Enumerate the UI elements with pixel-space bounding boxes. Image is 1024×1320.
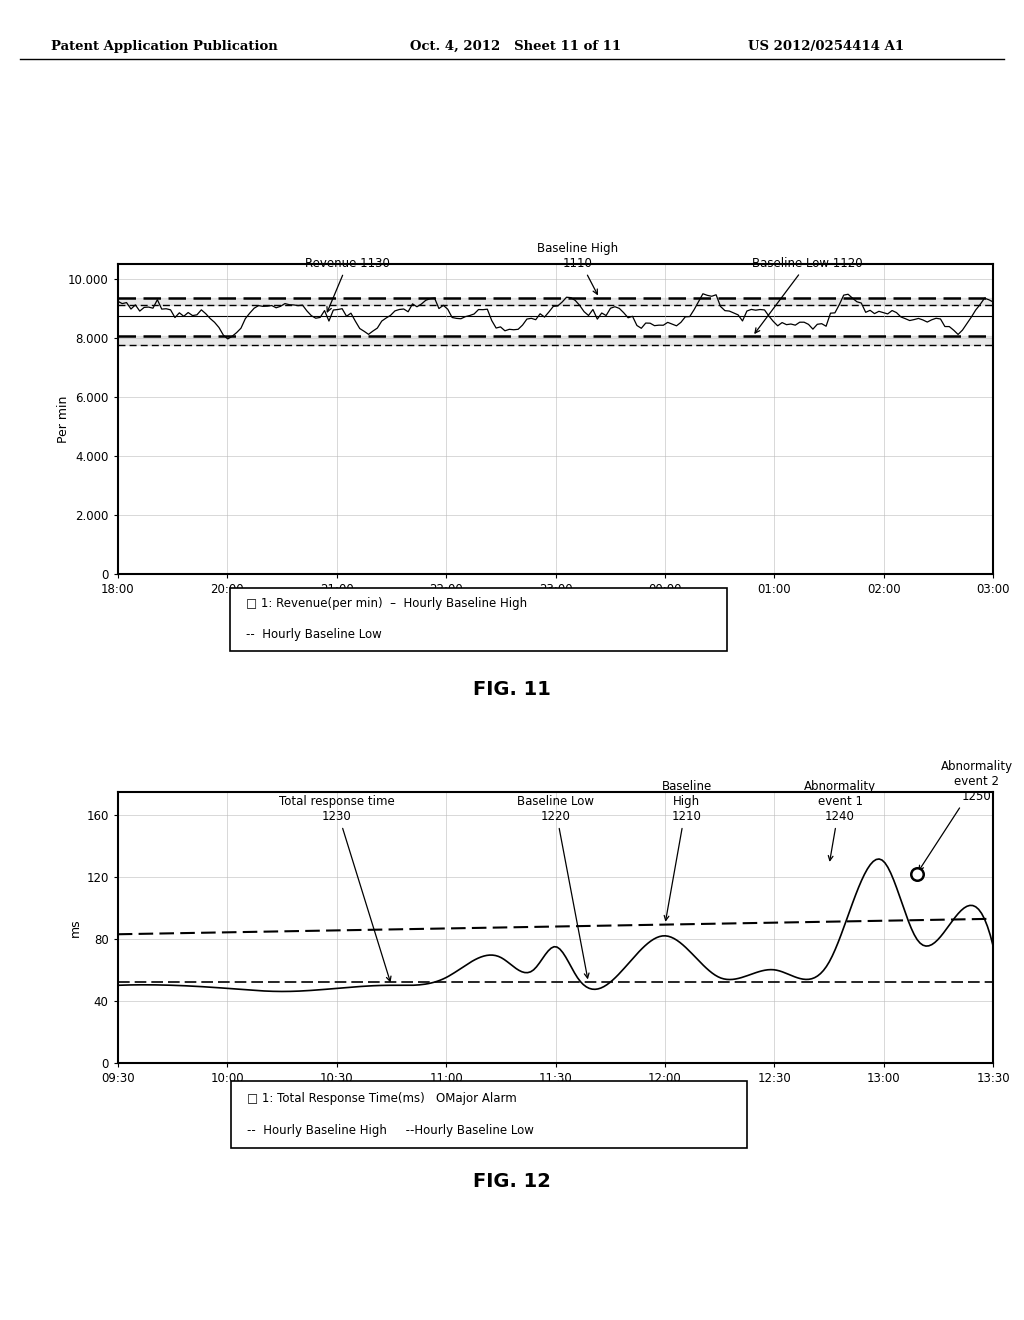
Y-axis label: Per min: Per min: [57, 396, 71, 442]
Y-axis label: ms: ms: [70, 917, 82, 937]
Text: Baseline High
1110: Baseline High 1110: [537, 242, 617, 294]
Text: Baseline Low 1120: Baseline Low 1120: [752, 257, 862, 333]
Text: Patent Application Publication: Patent Application Publication: [51, 40, 278, 53]
Text: □ 1: Total Response Time(ms)   OMajor Alarm: □ 1: Total Response Time(ms) OMajor Alar…: [247, 1092, 516, 1105]
Bar: [118, 337, 993, 346]
FancyBboxPatch shape: [230, 1081, 748, 1148]
Text: Abnormality
event 2
1250: Abnormality event 2 1250: [919, 760, 1013, 870]
Text: FIG. 12: FIG. 12: [473, 1172, 551, 1191]
Text: Baseline Low
1220: Baseline Low 1220: [517, 795, 594, 978]
Text: FIG. 11: FIG. 11: [473, 680, 551, 698]
Text: --  Hourly Baseline Low: -- Hourly Baseline Low: [246, 628, 382, 640]
Text: Abnormality
event 1
1240: Abnormality event 1 1240: [804, 780, 877, 861]
Text: □ 1: Revenue(per min)  –  Hourly Baseline High: □ 1: Revenue(per min) – Hourly Baseline …: [246, 598, 527, 610]
Text: Baseline
High
1210: Baseline High 1210: [662, 780, 712, 920]
Text: Total response time
1230: Total response time 1230: [279, 795, 394, 981]
Bar: [118, 298, 993, 305]
Text: --  Hourly Baseline High     --Hourly Baseline Low: -- Hourly Baseline High --Hourly Baselin…: [247, 1125, 534, 1138]
Text: Revenue 1130: Revenue 1130: [305, 257, 390, 312]
FancyBboxPatch shape: [230, 587, 727, 651]
Text: Oct. 4, 2012   Sheet 11 of 11: Oct. 4, 2012 Sheet 11 of 11: [410, 40, 621, 53]
Text: US 2012/0254414 A1: US 2012/0254414 A1: [748, 40, 903, 53]
